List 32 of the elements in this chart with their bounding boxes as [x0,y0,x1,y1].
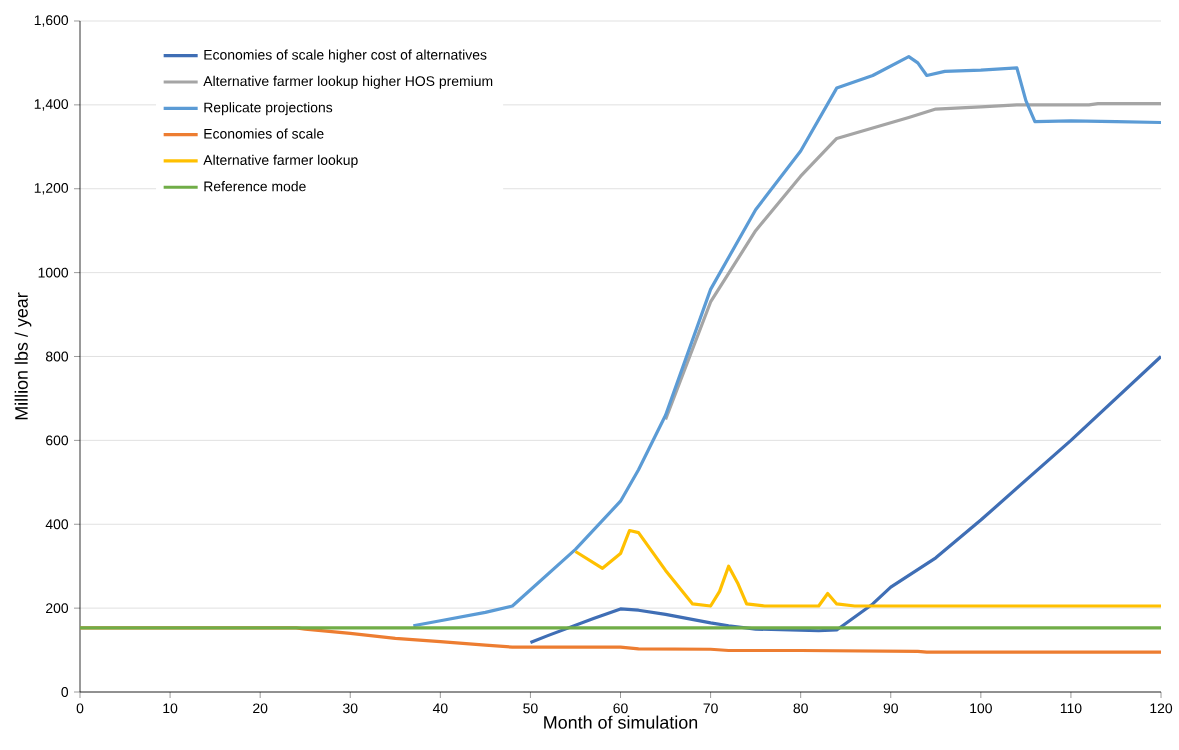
x-tick-label: 70 [703,703,718,714]
legend-label: Reference mode [204,181,306,192]
x-tick-label: 0 [76,703,84,714]
x-axis-title: Month of simulation [544,715,698,729]
y-tick-label: 1000 [38,267,69,278]
x-tick-label: 50 [523,703,538,714]
x-tick-label: 80 [793,703,808,714]
y-axis-title: Million lbs / year [14,292,32,420]
x-tick-label: 30 [343,703,358,714]
y-tick-label: 600 [46,435,69,446]
x-tick-label: 60 [613,703,628,714]
y-tick-label: 800 [45,351,69,362]
x-tick-label: 110 [1060,703,1082,714]
y-tick-label: 1,600 [34,15,69,27]
legend-label: Alternative farmer lookup [203,154,358,168]
x-tick-label: 100 [970,703,992,714]
x-tick-label: 90 [883,703,898,714]
x-tick-label: 20 [253,703,268,714]
x-tick-label: 120 [1150,703,1173,714]
y-tick-label: 1,200 [34,183,69,195]
y-tick-label: 0 [61,687,69,697]
y-tick-label: 1,400 [34,99,69,111]
y-tick-label: 200 [46,603,69,614]
legend-label: Economies of scale [204,128,324,139]
legend-label: Economies of scale higher cost of alternatives [204,49,487,63]
legend-label: Replicate projections [204,102,333,116]
x-tick-label: 10 [163,703,178,714]
legend-label: Alternative farmer lookup higher HOS premium [203,75,493,89]
x-tick-label: 40 [432,703,448,714]
line-series [573,528,1162,608]
y-tick-label: 400 [45,519,69,530]
line-series [528,354,1162,645]
